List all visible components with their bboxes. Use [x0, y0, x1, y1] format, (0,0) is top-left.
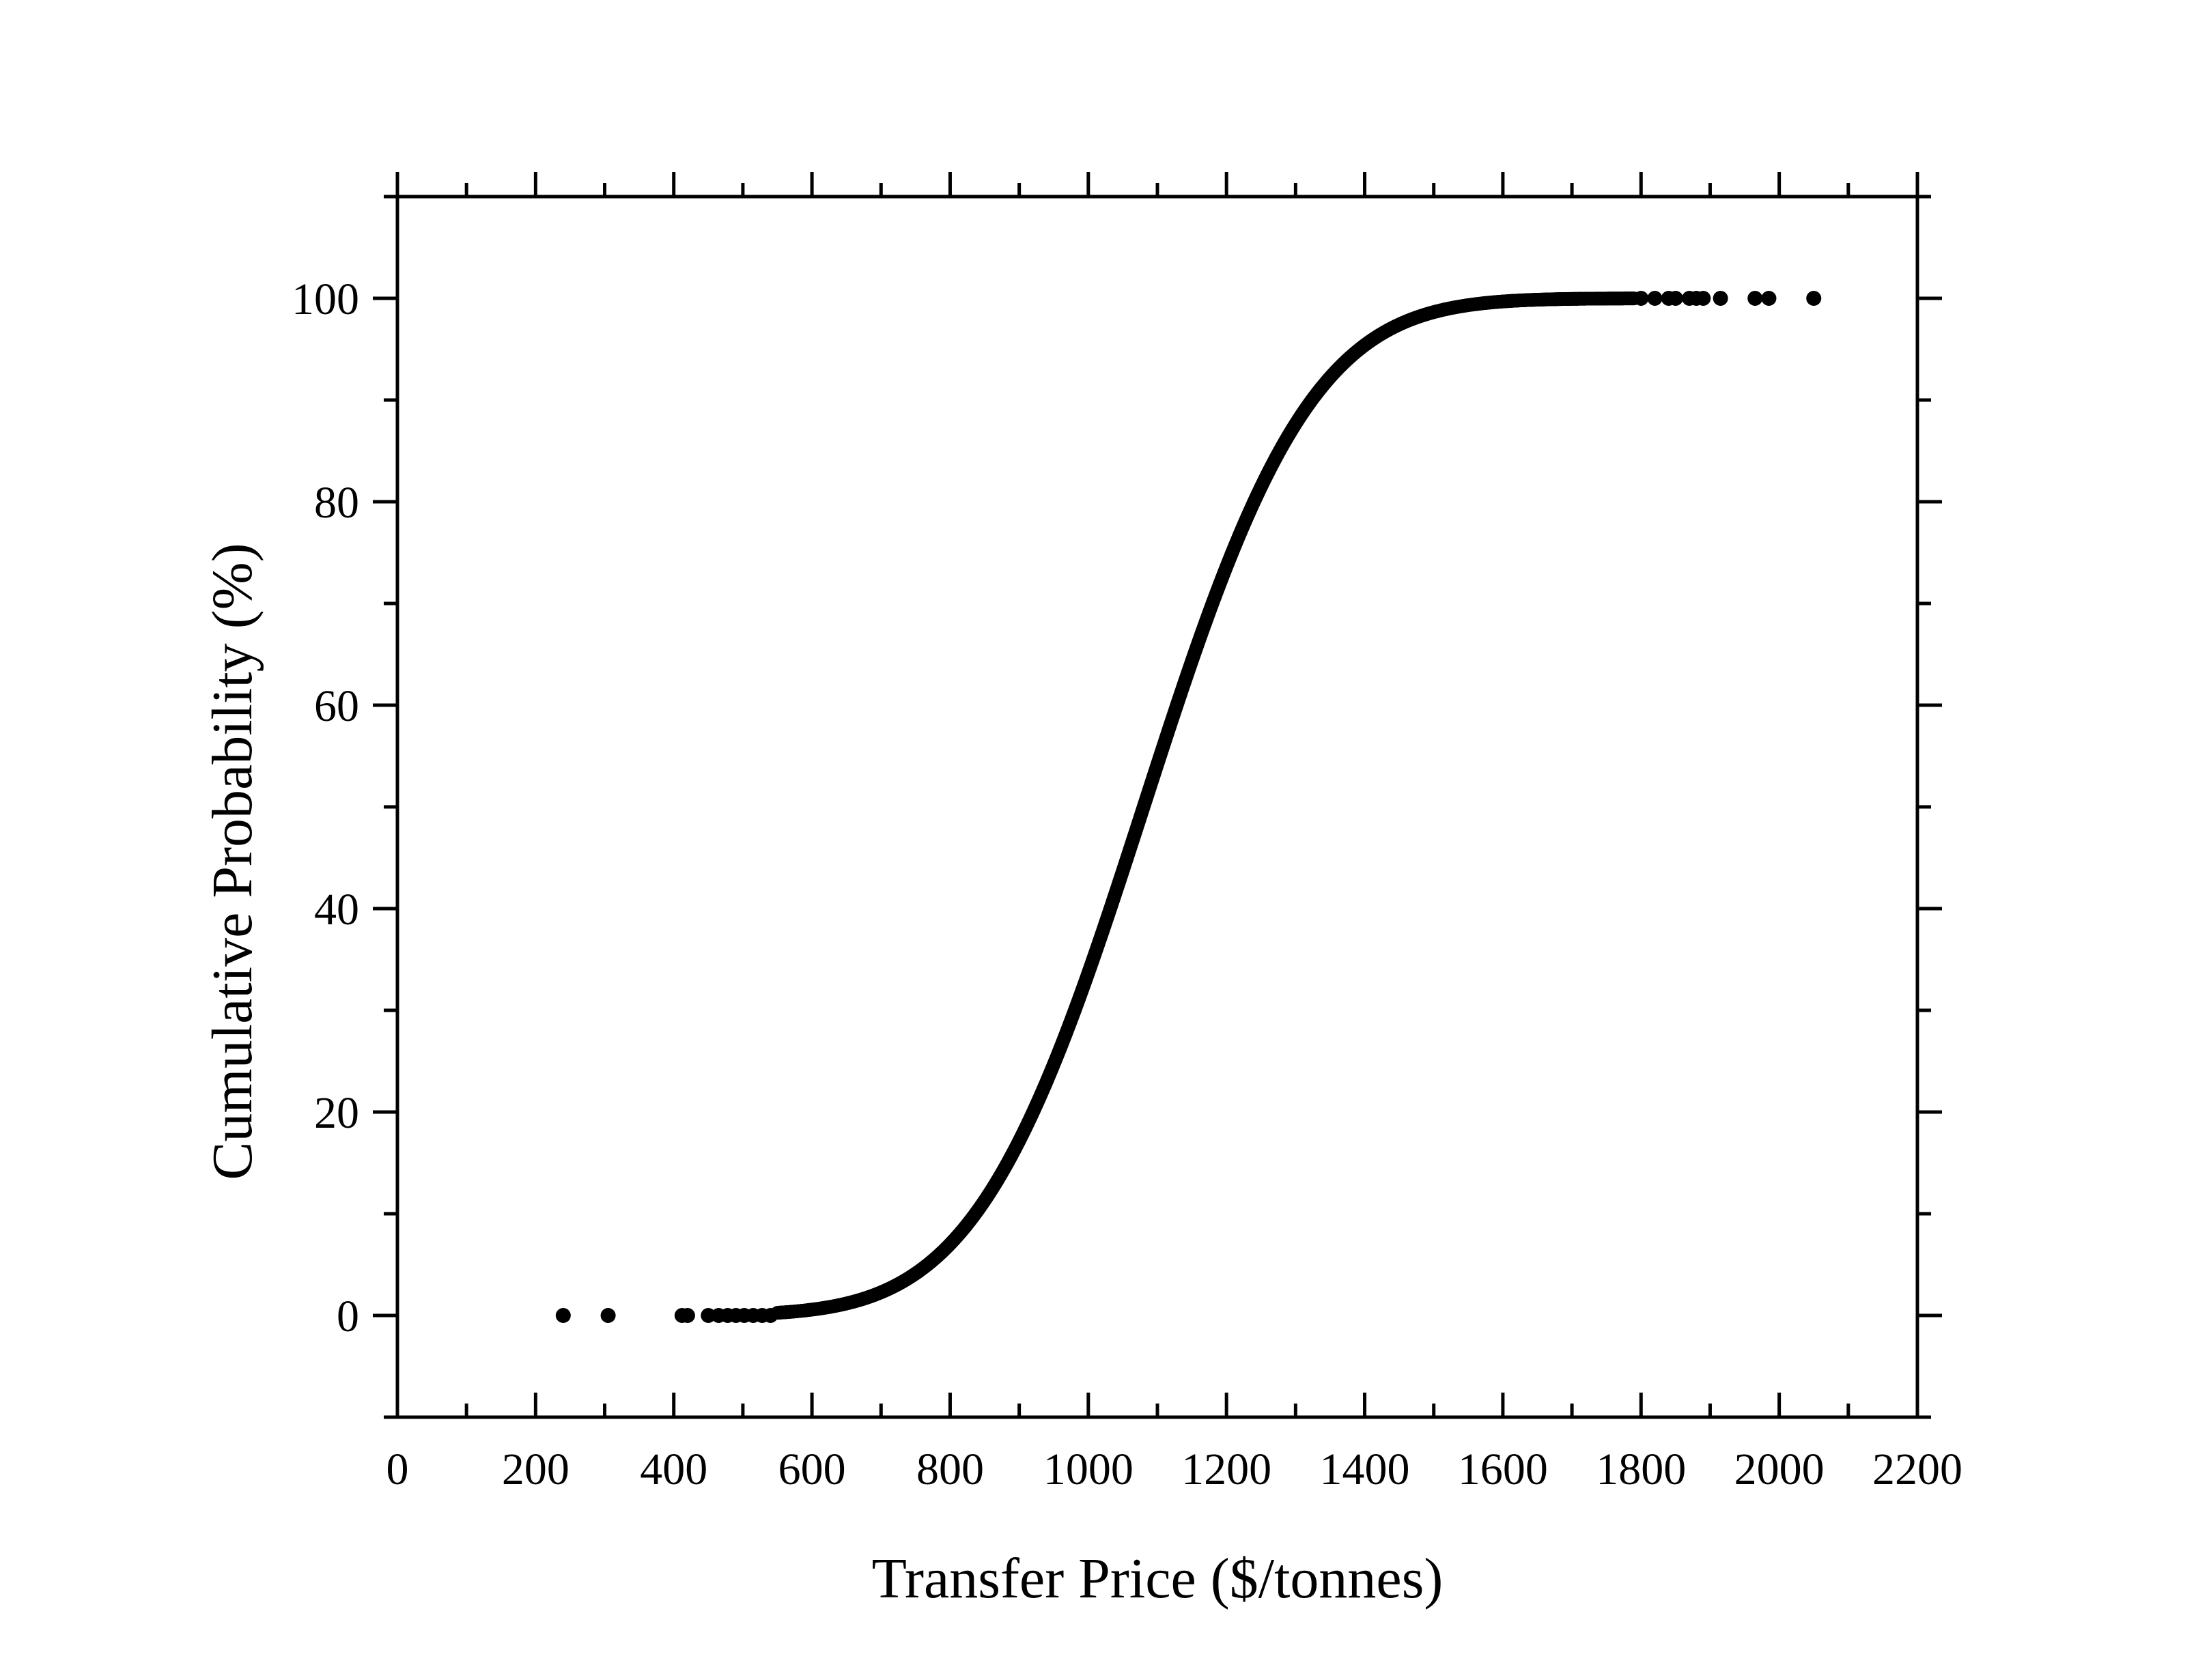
data-point: [1695, 291, 1711, 306]
tick-labels: 0 200 400 600 800 1000 1200 1400 1600 1800 2000 220…: [292, 274, 1962, 1494]
plot-frame: [395, 195, 1919, 1419]
x-tick-label: 800: [916, 1444, 984, 1494]
axis-ticks: [373, 172, 1942, 1419]
x-tick-label: 200: [502, 1444, 569, 1494]
x-tick-label: 400: [640, 1444, 707, 1494]
data-point: [1647, 291, 1663, 306]
x-tick-label: 2200: [1872, 1444, 1962, 1494]
data-point: [1806, 291, 1822, 306]
x-tick-label: 1600: [1458, 1444, 1548, 1494]
x-axis-title: Transfer Price ($/tonnes): [872, 1547, 1444, 1610]
data-point: [701, 1308, 716, 1323]
data-point: [600, 1308, 616, 1323]
y-tick-label: 60: [314, 681, 359, 731]
plot-marks: [555, 291, 1822, 1323]
y-axis-title: Cumulative Probability (%): [201, 543, 264, 1180]
x-tick-label: 600: [778, 1444, 846, 1494]
y-tick-label: 80: [314, 478, 359, 528]
data-point: [1747, 291, 1763, 306]
x-tick-label: 0: [386, 1444, 409, 1494]
data-point: [1713, 291, 1728, 306]
x-tick-label: 1400: [1320, 1444, 1410, 1494]
y-tick-label: 20: [314, 1088, 359, 1138]
data-point: [763, 1308, 778, 1323]
data-point: [1761, 291, 1777, 306]
x-tick-label: 1000: [1043, 1444, 1134, 1494]
data-point: [1633, 291, 1649, 306]
data-point: [1667, 291, 1683, 306]
y-tick-label: 0: [337, 1292, 359, 1341]
y-tick-label: 100: [292, 274, 359, 324]
data-point: [555, 1308, 571, 1323]
data-point: [679, 1308, 695, 1323]
x-tick-label: 1200: [1181, 1444, 1271, 1494]
x-tick-label: 2000: [1734, 1444, 1825, 1494]
y-tick-label: 40: [314, 885, 359, 935]
x-tick-label: 1800: [1596, 1444, 1686, 1494]
